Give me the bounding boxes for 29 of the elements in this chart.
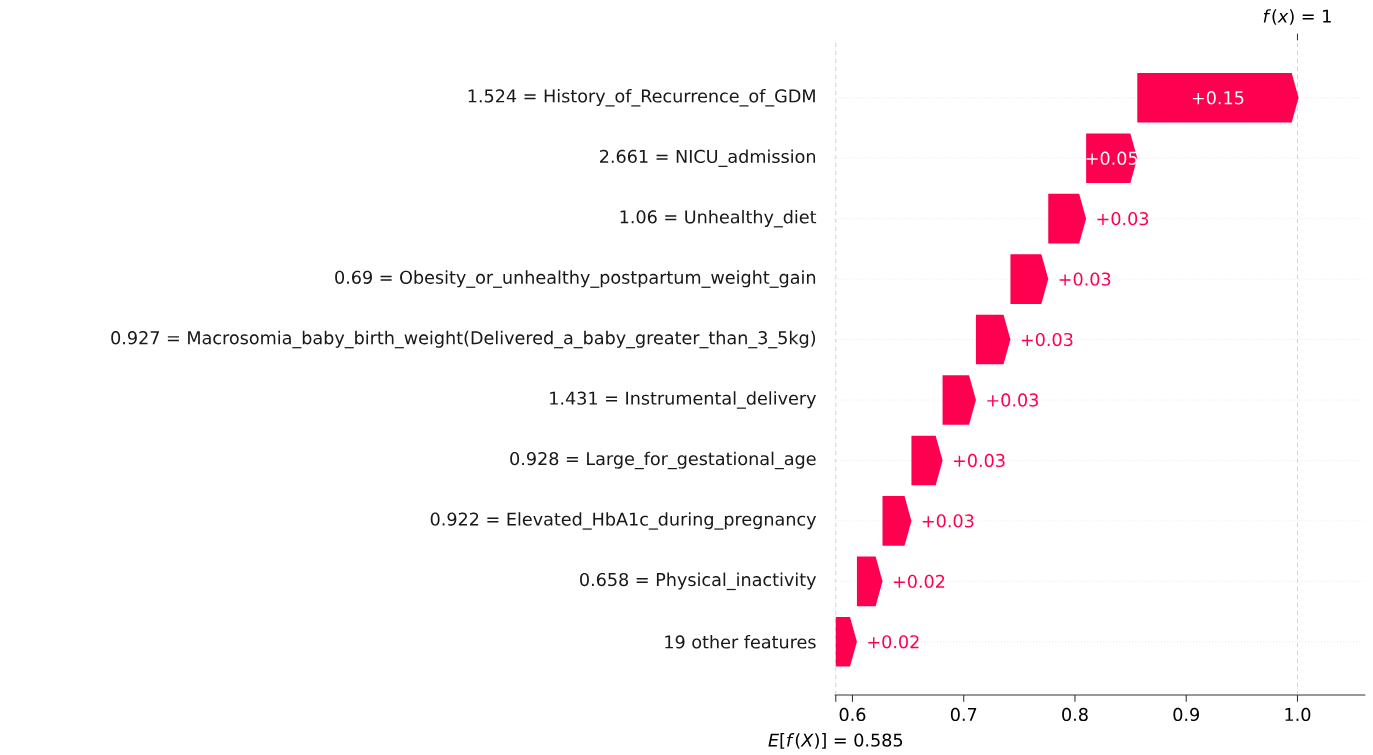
data-label: +0.02 [868, 635, 919, 649]
data-label: +0.03 [1021, 333, 1073, 347]
y-tick-label: 1.431 = Instrumental_delivery [550, 391, 816, 409]
y-tick-label: 1.524 = History_of_Recurrence_of_GDM [468, 89, 815, 107]
data-label: +0.03 [922, 514, 974, 528]
data-label: +0.03 [953, 453, 1005, 468]
data-label: +0.02 [893, 574, 945, 589]
x-tick-label: 0.6 [839, 707, 866, 722]
y-tick-label: 0.928 = Large_for_gestational_age [510, 451, 816, 470]
data-label: +0.05 [1086, 151, 1138, 166]
y-tick-label: 1.06 = Unhealthy_diet [620, 210, 817, 228]
x-tick-label: 0.8 [1062, 707, 1088, 722]
x-tick-label: 1.0 [1285, 707, 1311, 722]
data-label: +0.03 [1097, 212, 1149, 226]
y-tick-label: 0.69 = Obesity_or_unhealthy_postpartum_weight_gain [335, 270, 816, 289]
y-tick-label: 19 other features [665, 635, 816, 649]
y-tick-label: 0.927 = Macrosomia_baby_birth_weight(Delivered_a_baby_greater_than_3_5kg) [111, 330, 816, 349]
data-label: +0.15 [1192, 91, 1244, 105]
data-label: +0.03 [1059, 272, 1111, 286]
x-tick-label: 0.9 [1173, 707, 1199, 722]
data-label: +0.03 [987, 393, 1038, 407]
ref-line-label: f(x) = 1 [1263, 9, 1331, 26]
y-tick-label: 2.661 = NICU_admission [600, 149, 816, 168]
y-tick-label: 0.922 = Elevated_HbA1c_during_pregnancy [430, 512, 817, 530]
bar [1137, 73, 1299, 123]
ref-line-label: E[f(X)] = 0.585 [768, 733, 903, 749]
y-tick-label: 0.658 = Physical_inactivity [580, 572, 817, 591]
x-tick-label: 0.7 [950, 707, 977, 722]
bar [1086, 133, 1138, 184]
